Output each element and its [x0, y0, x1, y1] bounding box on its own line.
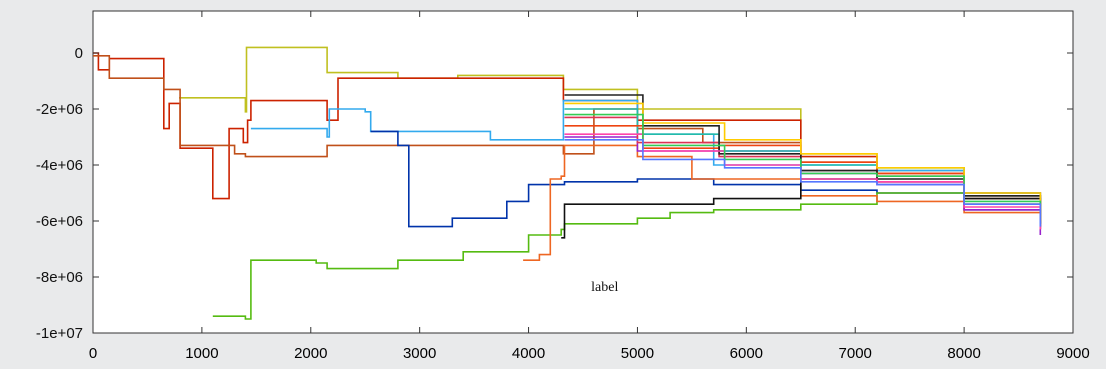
x-tick-label: 6000 [730, 345, 763, 362]
series-line-17 [564, 139, 1042, 227]
x-tick-label: 7000 [839, 345, 872, 362]
y-tick-label: -4e+06 [36, 157, 83, 174]
series-layer [93, 46, 1042, 320]
tick-layer: 0 1000 2000 3000 4000 5000 6000 7000 8000 9000 0 -2… [36, 11, 1090, 362]
x-tick-label: 9000 [1056, 345, 1089, 362]
series-line-4 [250, 99, 1042, 219]
y-tick-label: -1e+07 [36, 325, 83, 342]
y-tick-label: -2e+06 [36, 101, 83, 118]
y-tick-label: 0 [75, 45, 83, 62]
x-tick-label: 3000 [403, 345, 436, 362]
series-line-7 [523, 144, 1042, 261]
y-tick-label: -8e+06 [36, 269, 83, 286]
x-tick-label: 5000 [621, 345, 654, 362]
x-tick-label: 0 [89, 345, 97, 362]
chart-annotation: label [591, 280, 618, 295]
x-tick-label: 2000 [294, 345, 327, 362]
series-line-6 [212, 192, 1042, 320]
x-tick-label: 4000 [512, 345, 545, 362]
plot-area [92, 10, 1074, 334]
x-tick-label: 1000 [185, 345, 218, 362]
y-tick-label: -6e+06 [36, 213, 83, 230]
x-tick-label: 8000 [947, 345, 980, 362]
